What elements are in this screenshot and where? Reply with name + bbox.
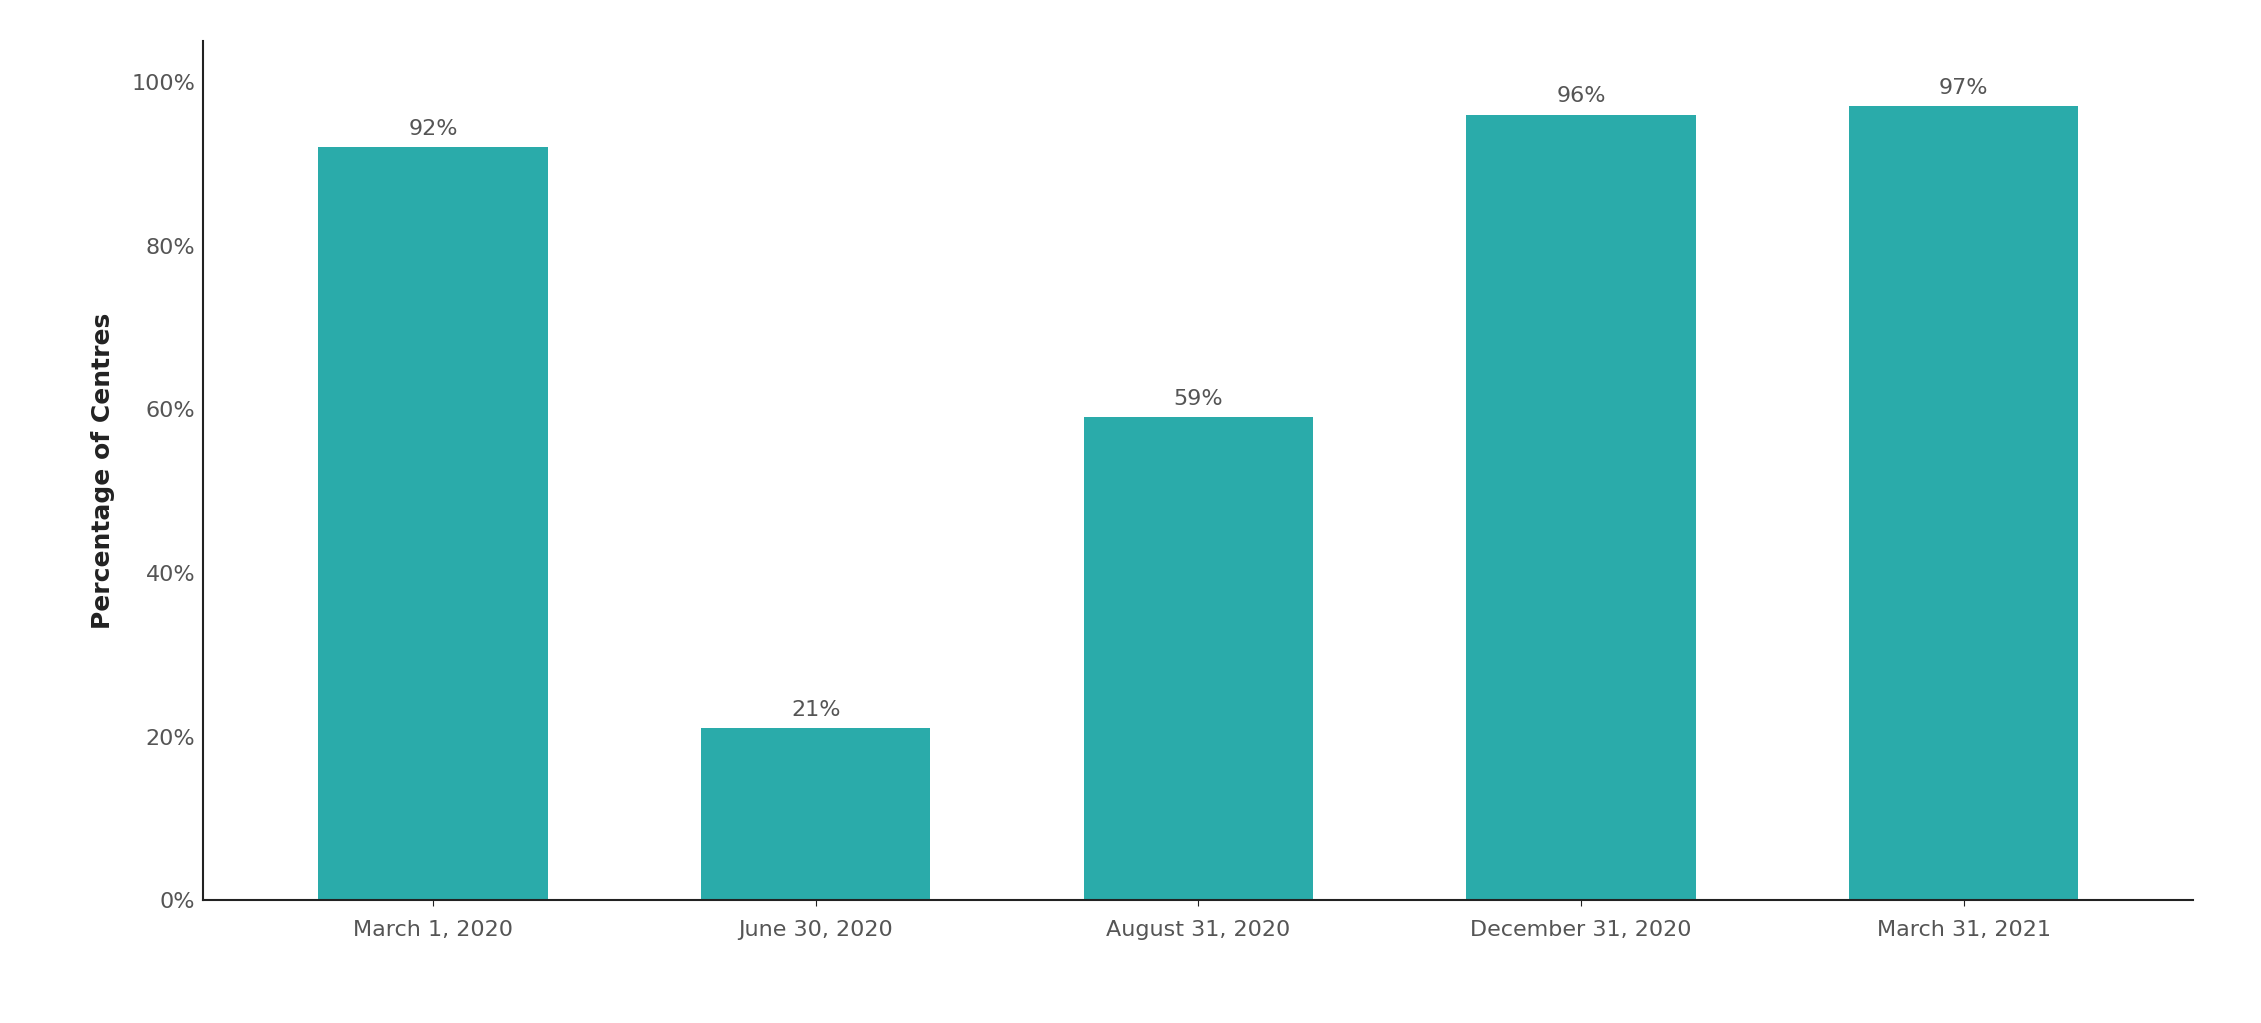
Bar <box>701 728 932 900</box>
Text: 97%: 97% <box>1940 78 1987 98</box>
Bar <box>1083 417 1314 900</box>
Text: 59%: 59% <box>1173 389 1223 409</box>
Bar <box>319 147 547 900</box>
Text: 92%: 92% <box>409 119 457 139</box>
Text: 21%: 21% <box>791 700 841 720</box>
Bar <box>1849 106 2078 900</box>
Y-axis label: Percentage of Centres: Percentage of Centres <box>90 312 115 629</box>
Bar <box>1465 115 1696 900</box>
Text: 96%: 96% <box>1556 86 1605 106</box>
